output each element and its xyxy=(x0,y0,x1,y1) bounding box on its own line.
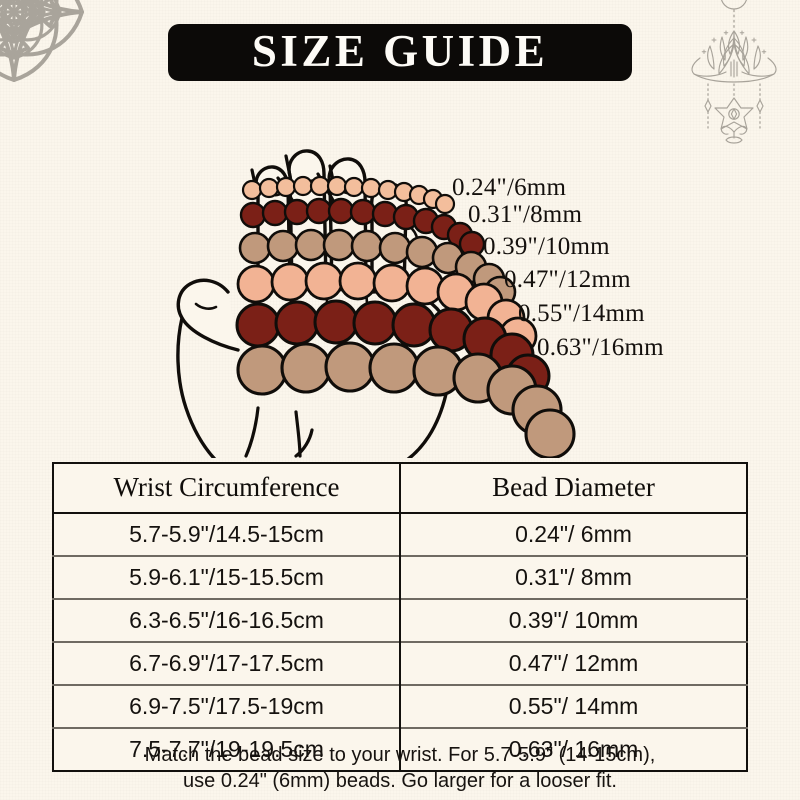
column-header-wrist-circumference: Wrist Circumference xyxy=(53,463,400,514)
table-row: 5.7-5.9"/14.5-15cm 0.24"/ 6mm xyxy=(53,513,747,556)
table-header-row: Wrist Circumference Bead Diameter xyxy=(53,463,747,514)
cell-bead-diameter: 0.63"/ 16mm xyxy=(399,727,747,771)
table-row: 6.3-6.5"/16-16.5cm 0.39"/ 10mm xyxy=(53,598,747,642)
cell-bead-diameter: 0.24"/ 6mm xyxy=(399,513,747,556)
cell-wrist-circumference: 7.5-7.7"/19-19.5cm xyxy=(53,727,400,771)
page-title-banner: SIZE GUIDE xyxy=(168,24,632,81)
size-table: Wrist Circumference Bead Diameter 5.7-5.… xyxy=(52,462,748,772)
table-row: 6.7-6.9"/17-17.5cm 0.47"/ 12mm xyxy=(53,641,747,685)
bracelet-row-16mm xyxy=(236,341,576,458)
cell-wrist-circumference: 6.3-6.5"/16-16.5cm xyxy=(53,598,400,642)
size-table-head: Wrist Circumference Bead Diameter xyxy=(53,463,747,514)
cell-wrist-circumference: 6.9-7.5"/17.5-19cm xyxy=(53,684,400,728)
hand-with-bracelets-illustration xyxy=(176,149,576,458)
caption: Match the bead size to your wrist. For 5… xyxy=(60,742,740,795)
page-title: SIZE GUIDE xyxy=(251,25,549,76)
table-row: 6.9-7.5"/17.5-19cm 0.55"/ 14mm xyxy=(53,684,747,728)
cell-bead-diameter: 0.47"/ 12mm xyxy=(399,641,747,685)
bracelet-row-12mm xyxy=(236,261,538,356)
cell-wrist-circumference: 5.7-5.9"/14.5-15cm xyxy=(129,521,324,547)
cell-wrist-circumference: 5.9-6.1"/15-15.5cm xyxy=(53,555,400,599)
bracelet-row-6mm xyxy=(241,175,456,215)
size-table-body: 5.7-5.9"/14.5-15cm 0.24"/ 6mm 5.9-6.1"/1… xyxy=(53,513,747,771)
caption-line-2: use 0.24" (6mm) beads. Go larger for a l… xyxy=(183,770,617,793)
table-row: 7.5-7.7"/19-19.5cm 0.63"/ 16mm xyxy=(53,727,747,771)
cell-bead-diameter: 0.39"/ 10mm xyxy=(399,598,747,642)
cell-bead-diameter: 0.55"/ 14mm xyxy=(399,684,747,728)
column-header-bead-diameter: Bead Diameter xyxy=(399,463,747,514)
cell-bead-diameter: 0.31"/ 8mm xyxy=(399,555,747,599)
bracelet-row-8mm xyxy=(239,197,486,258)
caption-line-1: Match the bead size to your wrist. For 5… xyxy=(144,744,656,766)
table-row: 5.9-6.1"/15-15.5cm 0.31"/ 8mm xyxy=(53,555,747,599)
cell-wrist-circumference: 6.7-6.9"/17-17.5cm xyxy=(53,641,400,685)
